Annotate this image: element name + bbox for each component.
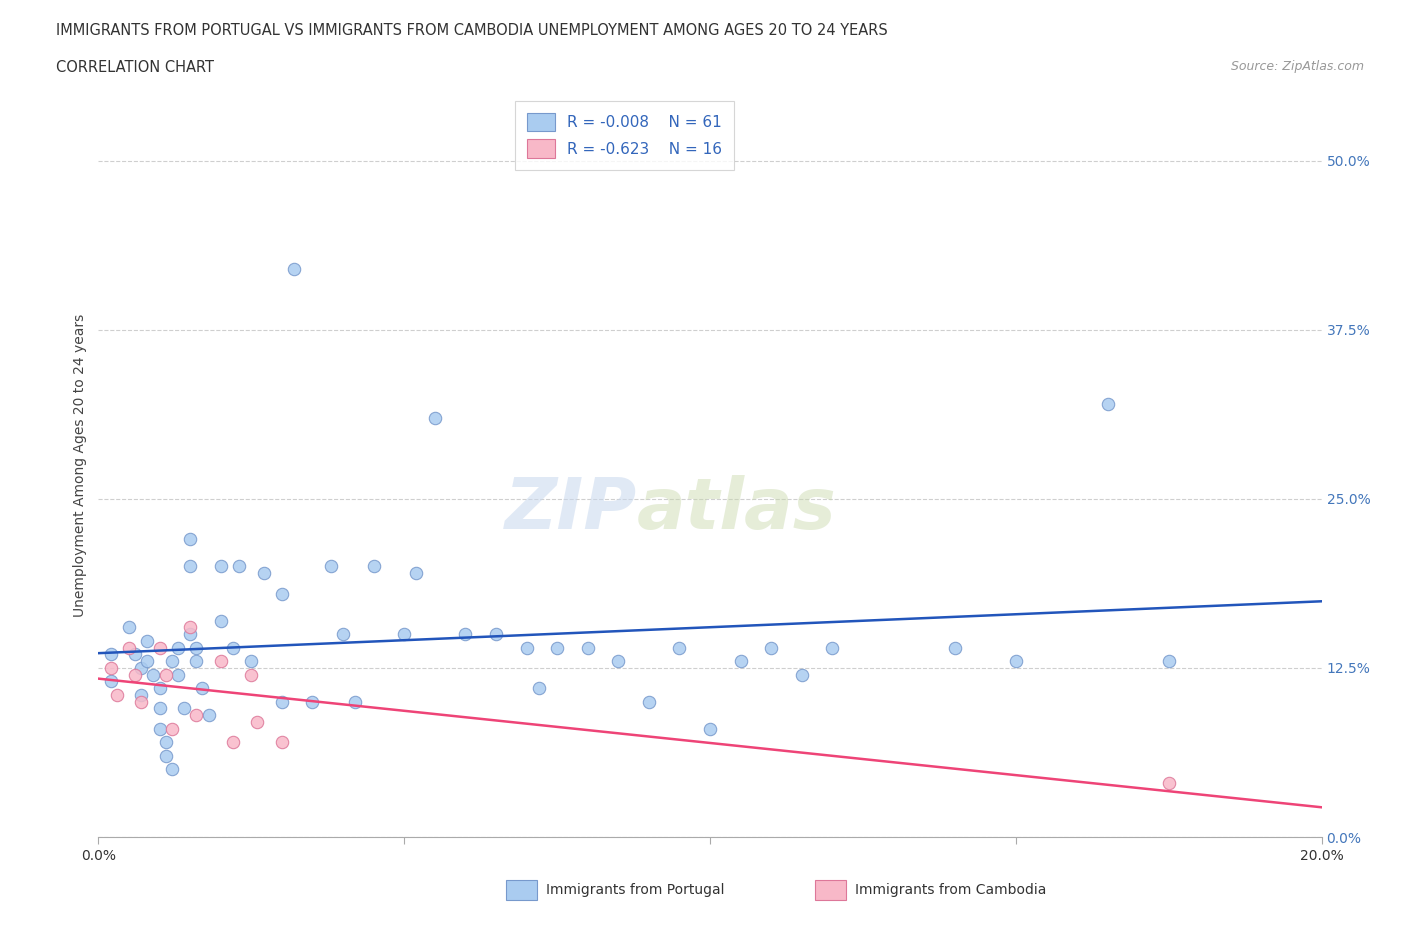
Point: [100, 647, 122, 662]
Point: [173, 701, 195, 716]
Point: [228, 559, 250, 574]
Point: [142, 667, 165, 682]
Point: [124, 667, 146, 682]
Point: [1157, 776, 1180, 790]
Point: [240, 667, 263, 682]
Point: [270, 586, 292, 601]
Point: [485, 627, 508, 642]
Point: [179, 559, 201, 574]
Text: atlas: atlas: [637, 475, 837, 544]
Point: [270, 735, 292, 750]
Point: [149, 681, 172, 696]
Point: [730, 654, 752, 669]
Point: [129, 660, 152, 675]
Point: [699, 722, 721, 737]
Point: [319, 559, 342, 574]
Point: [546, 640, 568, 655]
Point: [149, 722, 172, 737]
Text: CORRELATION CHART: CORRELATION CHART: [56, 60, 214, 75]
Point: [124, 647, 146, 662]
Point: [1097, 397, 1119, 412]
Point: [209, 654, 232, 669]
Point: [344, 695, 367, 710]
Y-axis label: Unemployment Among Ages 20 to 24 years: Unemployment Among Ages 20 to 24 years: [73, 313, 87, 617]
Point: [270, 695, 292, 710]
Point: [246, 714, 269, 729]
Point: [186, 654, 208, 669]
Point: [790, 667, 813, 682]
Point: [454, 627, 477, 642]
Point: [167, 667, 190, 682]
Point: [149, 640, 172, 655]
Point: [118, 640, 141, 655]
Point: [186, 708, 208, 723]
Point: [129, 695, 152, 710]
Point: [179, 627, 201, 642]
Point: [576, 640, 599, 655]
Point: [1157, 654, 1180, 669]
Point: [179, 620, 201, 635]
Point: [105, 687, 128, 702]
Point: [252, 565, 274, 580]
Point: [423, 410, 446, 425]
Text: Immigrants from Cambodia: Immigrants from Cambodia: [855, 883, 1046, 897]
Point: [363, 559, 385, 574]
Point: [222, 640, 245, 655]
Point: [149, 701, 172, 716]
Point: [118, 620, 141, 635]
Point: [179, 532, 201, 547]
Point: [209, 559, 232, 574]
Point: [167, 640, 190, 655]
Point: [209, 613, 232, 628]
Text: Source: ZipAtlas.com: Source: ZipAtlas.com: [1230, 60, 1364, 73]
Point: [759, 640, 782, 655]
Point: [301, 695, 323, 710]
Point: [527, 681, 550, 696]
Text: Immigrants from Portugal: Immigrants from Portugal: [546, 883, 724, 897]
Point: [668, 640, 690, 655]
Point: [240, 654, 263, 669]
Point: [1004, 654, 1026, 669]
Point: [392, 627, 416, 642]
Point: [405, 565, 427, 580]
Point: [155, 735, 177, 750]
Point: [191, 681, 214, 696]
Point: [136, 633, 159, 648]
Point: [160, 762, 183, 777]
Point: [637, 695, 661, 710]
Point: [607, 654, 630, 669]
Point: [100, 660, 122, 675]
Text: ZIP: ZIP: [505, 475, 637, 544]
Point: [283, 261, 305, 276]
Point: [160, 722, 183, 737]
Point: [332, 627, 354, 642]
Point: [155, 749, 177, 764]
Point: [516, 640, 538, 655]
Point: [186, 640, 208, 655]
Point: [222, 735, 245, 750]
Point: [100, 674, 122, 689]
Point: [155, 667, 177, 682]
Point: [136, 654, 159, 669]
Point: [821, 640, 844, 655]
Point: [943, 640, 966, 655]
Point: [160, 654, 183, 669]
Point: [197, 708, 219, 723]
Point: [129, 687, 152, 702]
Text: IMMIGRANTS FROM PORTUGAL VS IMMIGRANTS FROM CAMBODIA UNEMPLOYMENT AMONG AGES 20 : IMMIGRANTS FROM PORTUGAL VS IMMIGRANTS F…: [56, 23, 889, 38]
Legend: R = -0.008    N = 61, R = -0.623    N = 16: R = -0.008 N = 61, R = -0.623 N = 16: [515, 100, 734, 170]
